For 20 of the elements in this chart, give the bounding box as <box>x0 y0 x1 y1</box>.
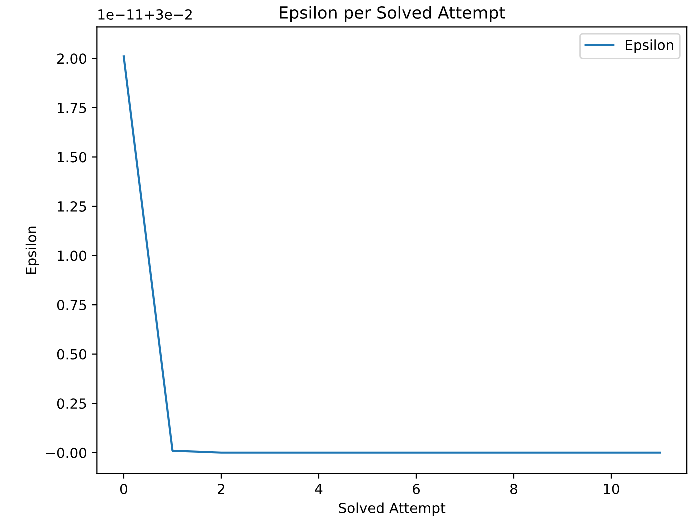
legend-label: Epsilon <box>626 40 674 54</box>
y-tick-label: 1.75 <box>58 103 86 114</box>
y-tick-label: 1.50 <box>58 152 87 163</box>
chart-title: Epsilon per Solved Attempt <box>280 6 506 22</box>
x-tick-label: 2 <box>218 484 225 494</box>
x-axis-title: Solved Attempt <box>339 502 446 516</box>
y-axis-title: Epsilon <box>26 226 40 274</box>
x-tick-label: 4 <box>315 484 323 494</box>
y-tick-label: 2.00 <box>58 54 87 64</box>
x-tick-label: 10 <box>604 484 620 494</box>
x-tick-label: 0 <box>120 484 128 494</box>
y-tick-label: −0.00 <box>46 448 87 458</box>
y-tick-label: 1.25 <box>58 201 86 212</box>
y-tick-label: 0.50 <box>57 349 87 360</box>
y-tick-label: 0.25 <box>57 398 86 410</box>
x-tick-label: 6 <box>413 484 420 494</box>
text: 1e−11+3e−2 <box>98 9 192 20</box>
x-tick-label: 8 <box>510 484 518 494</box>
y-tick-label: 0.75 <box>57 300 86 311</box>
y-tick-label: 1.00 <box>58 250 87 262</box>
